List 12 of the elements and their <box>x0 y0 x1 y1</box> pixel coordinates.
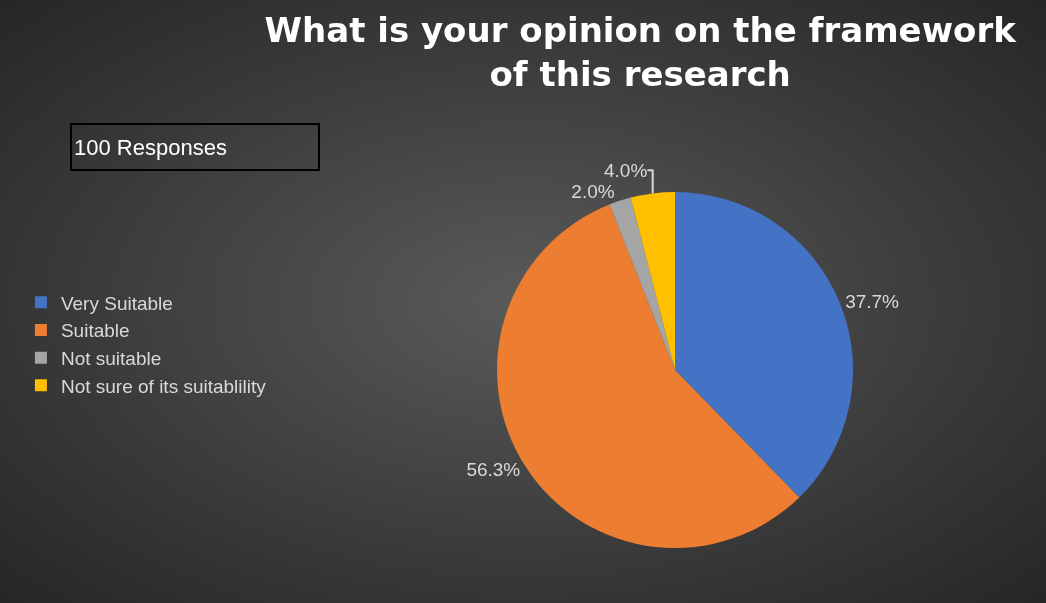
data-label: 56.3% <box>466 459 521 481</box>
pie-slice <box>609 197 675 370</box>
legend-label: Not sure of its suitablility <box>60 375 267 397</box>
text: 100 Responses <box>74 134 227 160</box>
chart-title: What is your opinion on the framework of this research <box>264 10 1018 95</box>
data-label: 37.7% <box>845 290 900 312</box>
data-label: 2.0% <box>571 180 615 202</box>
data-label: 4.0% <box>604 159 648 181</box>
pie-slice <box>630 192 675 370</box>
legend-label: Very Suitable <box>60 292 173 314</box>
legend-label: Suitable <box>60 320 130 342</box>
legend-label: Not suitable <box>60 348 162 370</box>
